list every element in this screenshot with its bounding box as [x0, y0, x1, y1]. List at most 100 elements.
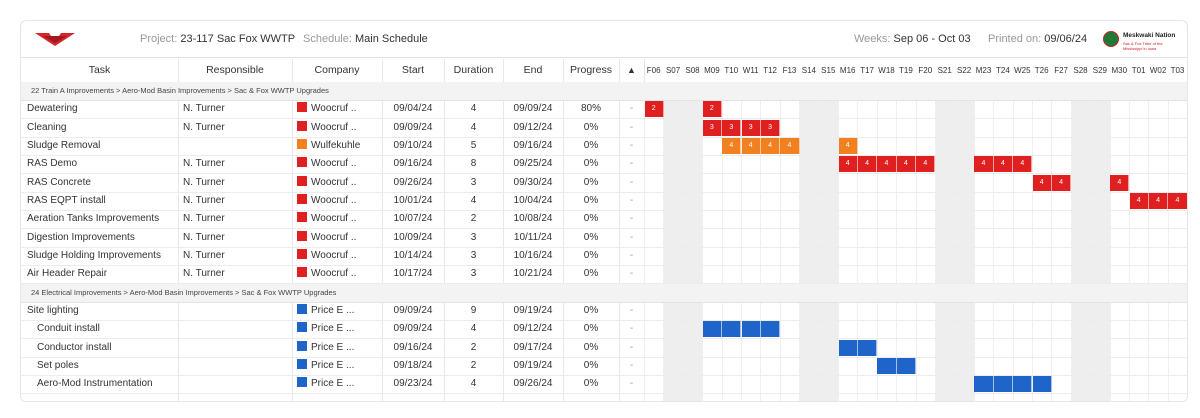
column-header-end[interactable]: End [503, 59, 564, 82]
end-cell: 09/16/24 [513, 139, 553, 151]
gantt-bar-cell[interactable]: 4 [857, 156, 878, 173]
task-name[interactable]: Set poles [37, 359, 79, 371]
gantt-bar-cell[interactable]: 4 [1129, 192, 1149, 209]
company-color-swatch [297, 248, 307, 259]
gantt-bar-cell[interactable]: 4 [1148, 192, 1169, 209]
task-name[interactable]: Sludge Removal [27, 139, 101, 151]
gantt-bar-cell[interactable] [760, 321, 781, 338]
table-row[interactable]: RAS Concrete N. Turner Woocruf .. 09/26/24 3… [21, 174, 1187, 193]
task-name[interactable]: Sludge Holding Improvements [27, 249, 161, 261]
gantt-bar-cell[interactable] [838, 339, 858, 356]
company-color-swatch [297, 138, 307, 149]
task-name[interactable]: Conductor install [37, 341, 112, 353]
gantt-bar-cell[interactable] [974, 376, 994, 393]
gantt-bar-cell[interactable] [993, 376, 1014, 393]
company-color-swatch [297, 120, 307, 131]
column-header-duration[interactable]: Duration [444, 59, 504, 82]
gantt-bar-cell[interactable]: 3 [702, 119, 723, 136]
gantt-bar-cell[interactable] [741, 321, 761, 338]
table-row[interactable]: Set poles Price E ... 09/18/24 2 09/19/24 0% - [21, 357, 1187, 376]
group-header-row[interactable]: 22 Train A Improvements > Aero-Mod Basin… [21, 82, 1187, 101]
table-row[interactable]: Aeration Tanks Improvements N. Turner Wooc… [21, 210, 1187, 230]
column-divider [292, 59, 293, 401]
gantt-bar-cell[interactable]: 4 [1168, 192, 1187, 209]
task-name[interactable]: RAS EQPT install [27, 194, 106, 206]
gantt-bar-cell[interactable]: 3 [741, 119, 761, 136]
gantt-bar-cell[interactable]: 2 [702, 101, 723, 118]
gantt-bar-cell[interactable]: 4 [780, 137, 800, 154]
gantt-bar-cell[interactable]: 4 [1051, 174, 1072, 191]
gantt-bar-cell[interactable]: 4 [974, 156, 994, 173]
day-gridline [935, 82, 936, 401]
company-cell: Woocruf .. [297, 229, 383, 247]
task-name[interactable]: Air Header Repair [27, 268, 108, 280]
column-header-task[interactable]: Task [21, 59, 179, 82]
table-row[interactable]: Cleaning N. Turner Woocruf .. 09/09/24 4 09/1… [21, 119, 1187, 138]
task-name[interactable]: RAS Concrete [27, 176, 91, 188]
column-header-progress[interactable]: Progress [563, 59, 620, 82]
task-name[interactable]: Cleaning [27, 121, 67, 133]
company-name: Woocruf .. [311, 268, 357, 280]
gantt-bar-cell[interactable] [1032, 376, 1052, 393]
gantt-bar-cell[interactable]: 4 [838, 156, 858, 173]
end-cell: 09/25/24 [513, 158, 553, 170]
table-row[interactable]: Site lighting Price E ... 09/09/24 9 09/19/2… [21, 302, 1187, 321]
gantt-bar-cell[interactable]: 3 [722, 119, 742, 136]
task-name[interactable]: RAS Demo [27, 158, 78, 170]
progress-cell: 0% [583, 121, 599, 133]
table-row[interactable]: Aero-Mod Instrumentation Price E ... 09/23… [21, 375, 1187, 395]
task-name[interactable]: Site lighting [27, 304, 79, 316]
table-row[interactable]: RAS Demo N. Turner Woocruf .. 09/16/24 8 09/2… [21, 155, 1187, 175]
gantt-bar-cell[interactable] [1013, 376, 1033, 393]
gantt-bar-cell[interactable] [877, 357, 897, 374]
start-cell: 10/17/24 [393, 268, 433, 280]
gantt-bar-cell[interactable] [896, 357, 917, 374]
gantt-bar-cell[interactable]: 4 [741, 137, 761, 154]
gantt-bar-cell[interactable] [857, 339, 878, 356]
duration-cell: 3 [470, 249, 477, 261]
gantt-bar-cell[interactable]: 4 [722, 137, 742, 154]
column-header-start[interactable]: Start [382, 59, 445, 82]
day-gridline [857, 82, 859, 401]
table-row[interactable]: Air Header Repair N. Turner Woocruf .. 10/1… [21, 265, 1187, 285]
start-cell: 09/23/24 [393, 378, 433, 390]
gantt-bar-cell[interactable]: 4 [916, 156, 936, 173]
company-cell: Wulfekuhle [297, 137, 383, 155]
group-header-row[interactable]: 24 Electrical Improvements > Aero-Mod Ba… [21, 283, 1187, 303]
day-gridline [1032, 82, 1033, 401]
task-name[interactable]: Aero-Mod Instrumentation [37, 378, 153, 390]
gantt-bar-cell[interactable]: 4 [760, 137, 781, 154]
gantt-bar-cell[interactable]: 4 [1013, 156, 1033, 173]
task-name[interactable]: Digestion Improvements [27, 231, 135, 243]
gantt-bar-cell[interactable]: 4 [1110, 174, 1130, 191]
column-header-sort[interactable]: ▲ [619, 59, 645, 82]
gantt-bar-cell[interactable]: 4 [1032, 174, 1052, 191]
day-header: S21 [937, 66, 952, 75]
end-cell: 10/21/24 [513, 268, 553, 280]
gantt-bar-cell[interactable]: 4 [838, 137, 858, 154]
column-header-responsible[interactable]: Responsible [178, 59, 293, 82]
table-row[interactable]: RAS EQPT install N. Turner Woocruf .. 10/01… [21, 192, 1187, 211]
gantt-bar-cell[interactable]: 4 [993, 156, 1014, 173]
column-divider [563, 59, 564, 401]
weekend-column [1070, 82, 1091, 401]
table-row[interactable]: Conductor install Price E ... 09/16/24 2 09/… [21, 339, 1187, 358]
company-color-swatch [297, 358, 307, 369]
gantt-bar-cell[interactable]: 4 [896, 156, 917, 173]
gantt-bar-cell[interactable] [722, 321, 742, 338]
gantt-bar-cell[interactable]: 3 [760, 119, 781, 136]
column-divider [382, 59, 383, 401]
progress-cell: 0% [583, 323, 599, 335]
table-row[interactable]: Sludge Holding Improvements N. Turner Wooc… [21, 247, 1187, 266]
table-row[interactable]: Digestion Improvements N. Turner Woocruf .… [21, 229, 1187, 248]
task-name[interactable]: Aeration Tanks Improvements [27, 213, 160, 225]
gantt-bar-cell[interactable]: 4 [877, 156, 897, 173]
table-row[interactable]: Sludge Removal Wulfekuhle 09/10/24 5 09/16/2… [21, 137, 1187, 156]
table-row[interactable]: Conduit install Price E ... 09/09/24 4 09/12… [21, 320, 1187, 340]
gantt-bar-cell[interactable]: 2 [644, 101, 664, 118]
gantt-bar-cell[interactable] [702, 321, 723, 338]
column-header-company[interactable]: Company [292, 59, 383, 82]
task-name[interactable]: Dewatering [27, 103, 78, 115]
task-name[interactable]: Conduit install [37, 323, 100, 335]
table-row[interactable]: Dewatering N. Turner Woocruf .. 09/04/24 4 09… [21, 100, 1187, 120]
